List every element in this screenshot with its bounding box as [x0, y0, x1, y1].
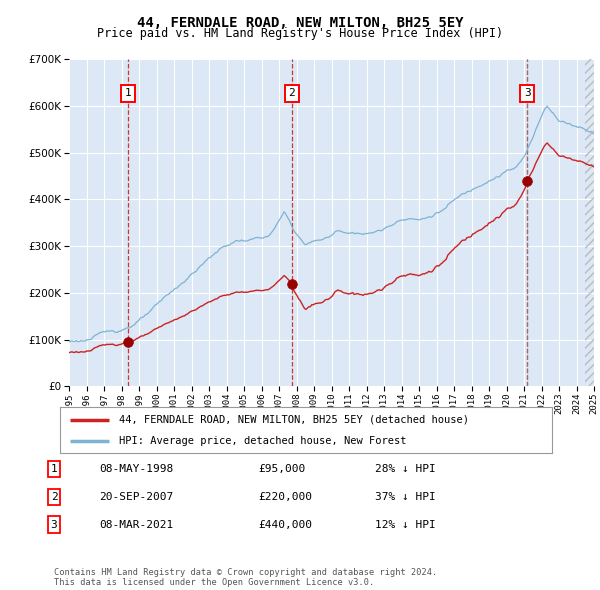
Text: 12% ↓ HPI: 12% ↓ HPI	[375, 520, 436, 529]
Text: 2: 2	[288, 88, 295, 99]
Text: 08-MAR-2021: 08-MAR-2021	[99, 520, 173, 529]
Text: 37% ↓ HPI: 37% ↓ HPI	[375, 492, 436, 502]
Text: 28% ↓ HPI: 28% ↓ HPI	[375, 464, 436, 474]
Text: 20-SEP-2007: 20-SEP-2007	[99, 492, 173, 502]
Text: 3: 3	[50, 520, 58, 529]
Text: £95,000: £95,000	[258, 464, 305, 474]
Text: HPI: Average price, detached house, New Forest: HPI: Average price, detached house, New …	[119, 435, 407, 445]
Bar	[585, 59, 594, 386]
Text: 3: 3	[524, 88, 531, 99]
Text: Price paid vs. HM Land Registry's House Price Index (HPI): Price paid vs. HM Land Registry's House …	[97, 27, 503, 40]
Text: 1: 1	[50, 464, 58, 474]
Text: 44, FERNDALE ROAD, NEW MILTON, BH25 5EY: 44, FERNDALE ROAD, NEW MILTON, BH25 5EY	[137, 16, 463, 30]
Text: 44, FERNDALE ROAD, NEW MILTON, BH25 5EY (detached house): 44, FERNDALE ROAD, NEW MILTON, BH25 5EY …	[119, 415, 469, 425]
Text: Contains HM Land Registry data © Crown copyright and database right 2024.
This d: Contains HM Land Registry data © Crown c…	[54, 568, 437, 587]
Text: 2: 2	[50, 492, 58, 502]
Text: 1: 1	[124, 88, 131, 99]
Text: £440,000: £440,000	[258, 520, 312, 529]
Text: £220,000: £220,000	[258, 492, 312, 502]
Text: 08-MAY-1998: 08-MAY-1998	[99, 464, 173, 474]
